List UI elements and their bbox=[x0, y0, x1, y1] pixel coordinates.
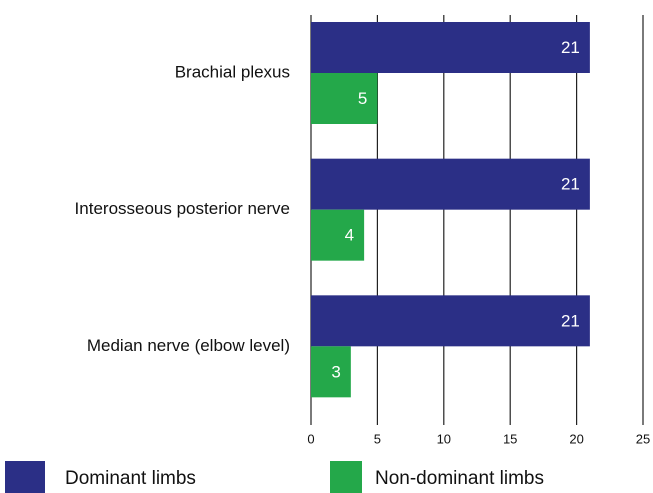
data-label: 5 bbox=[358, 89, 367, 108]
category-label: Median nerve (elbow level) bbox=[87, 336, 290, 355]
x-tick-label: 25 bbox=[636, 431, 650, 446]
data-label: 4 bbox=[345, 226, 354, 245]
bar bbox=[311, 209, 365, 261]
x-tick-label: 10 bbox=[437, 431, 451, 446]
data-label: 3 bbox=[331, 362, 340, 381]
legend-label: Non-dominant limbs bbox=[375, 468, 544, 489]
data-label: 21 bbox=[561, 38, 580, 57]
data-label: 21 bbox=[561, 175, 580, 194]
legend-label: Dominant limbs bbox=[65, 468, 196, 489]
data-label: 21 bbox=[561, 311, 580, 330]
bar bbox=[311, 346, 351, 398]
x-tick-label: 5 bbox=[374, 431, 381, 446]
bar bbox=[311, 73, 378, 124]
bar bbox=[311, 158, 590, 210]
x-tick-label: 0 bbox=[307, 431, 314, 446]
legend-swatch bbox=[330, 461, 362, 493]
bar bbox=[311, 22, 590, 73]
legend-swatch bbox=[5, 461, 45, 493]
x-tick-label: 15 bbox=[503, 431, 517, 446]
bar bbox=[311, 295, 590, 347]
x-tick-label: 20 bbox=[569, 431, 583, 446]
category-label: Interosseous posterior nerve bbox=[75, 199, 290, 218]
category-label: Brachial plexus bbox=[175, 62, 290, 81]
